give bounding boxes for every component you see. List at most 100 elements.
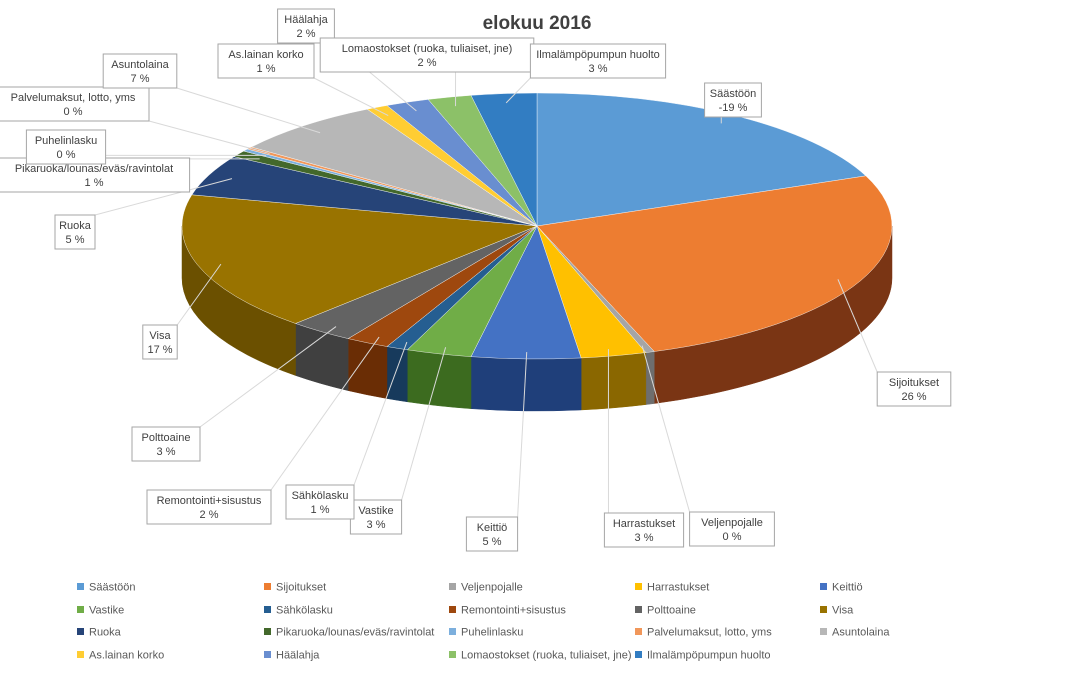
legend-label: Harrastukset [647, 582, 709, 594]
data-label-box-lomaostokset-ruoka-tuliaiset-jne [319, 37, 535, 73]
data-label-name: As.lainan korko [228, 49, 303, 61]
legend-swatch [77, 651, 84, 658]
legend-label: Remontointi+sisustus [461, 605, 566, 617]
chart-title: elokuu 2016 [483, 13, 592, 34]
data-label-name: Ilmalämpöpumpun huolto [536, 49, 660, 61]
data-label-name: Vastike [358, 505, 393, 517]
data-label-value: 1 % [85, 177, 104, 189]
label-leader-sahkolasku [353, 341, 408, 486]
legend-item-harrastukset: Harrastukset [635, 582, 709, 594]
legend-item-vastike: Vastike [77, 605, 124, 617]
legend-swatch [264, 583, 271, 590]
data-label-box-ilmalampopumpun-huolto [529, 43, 667, 79]
data-label-name: Säästöön [710, 88, 756, 100]
legend-label: As.lainan korko [89, 650, 164, 662]
data-label-value: 0 % [64, 106, 83, 118]
label-leader-polttoaine [199, 326, 337, 428]
slice-side-remontointi-sisustus [347, 338, 388, 399]
legend-swatch [820, 583, 827, 590]
data-label-value: 17 % [147, 344, 172, 356]
legend-item-sijoitukset: Sijoitukset [264, 582, 326, 594]
data-label-name: Veljenpojalle [701, 517, 763, 529]
data-label-name: Pikaruoka/lounas/eväs/ravintolat [15, 163, 173, 175]
data-label-value: 7 % [131, 73, 150, 85]
data-label-name: Harrastukset [613, 518, 675, 530]
legend-swatch [449, 606, 456, 613]
data-label-value: 3 % [157, 446, 176, 458]
legend-swatch [77, 628, 84, 635]
legend-label: Polttoaine [647, 605, 696, 617]
legend-label: Säästöön [89, 582, 135, 594]
legend-label: Ilmalämpöpumpun huolto [647, 650, 771, 662]
data-label-name: Visa [149, 330, 171, 342]
data-label-value: 0 % [57, 149, 76, 161]
data-label-name: Häälahja [284, 14, 328, 26]
data-label-value: 26 % [901, 391, 926, 403]
label-leader-veljenpojalle [641, 345, 691, 513]
label-leader-ilmalampopumpun-huolto [505, 77, 531, 104]
data-label-box-vastike [349, 499, 403, 535]
label-leader-asuntolaina [176, 87, 321, 134]
legend-item-saastoon: Säästöön [77, 582, 135, 594]
legend-swatch [635, 628, 642, 635]
legend: Säästöön Sijoitukset Veljenpojalle Harrastu… [77, 582, 890, 662]
legend-swatch [635, 583, 642, 590]
data-label-value: 2 % [200, 509, 219, 521]
legend-item-ruoka: Ruoka [77, 627, 122, 639]
pie-sides [181, 225, 893, 412]
legend-swatch [77, 583, 84, 590]
label-leader-as-lainan-korko [313, 77, 389, 117]
data-label-box-as-lainan-korko [217, 43, 315, 79]
legend-swatch [635, 651, 642, 658]
data-label-value: 1 % [257, 63, 276, 75]
legend-item-keittio: Keittiö [820, 582, 863, 594]
data-label-name: Puhelinlasku [35, 135, 97, 147]
data-label-value: 5 % [483, 536, 502, 548]
slice-asuntolaina [250, 108, 538, 227]
data-label-box-sahkolasku [285, 484, 355, 520]
legend-swatch [264, 651, 271, 658]
legend-item-polttoaine: Polttoaine [635, 605, 696, 617]
legend-label: Veljenpojalle [461, 582, 523, 594]
label-leader-keittio [517, 352, 528, 518]
legend-item-remontointi-sisustus: Remontointi+sisustus [449, 605, 566, 617]
data-label-box-polttoaine [131, 426, 201, 462]
legend-swatch [264, 606, 271, 613]
legend-item-ilmalampopumpun-huolto: Ilmalämpöpumpun huolto [635, 650, 771, 662]
data-label-box-puhelinlasku [25, 129, 107, 165]
data-label-box-sijoitukset [876, 371, 952, 407]
data-label-value: 3 % [589, 63, 608, 75]
label-leader-vastike [401, 347, 447, 501]
legend-label: Asuntolaina [832, 627, 890, 639]
legend-item-palvelumaksut-lotto-yms: Palvelumaksut, lotto, yms [635, 627, 772, 639]
data-label-name: Ruoka [59, 220, 92, 232]
legend-label: Lomaostokset (ruoka, tuliaiset, jne) [461, 650, 632, 662]
legend-label: Visa [832, 605, 854, 617]
data-label-box-harrastukset [603, 512, 685, 548]
legend-item-asuntolaina: Asuntolaina [820, 627, 890, 639]
legend-item-as-lainan-korko: As.lainan korko [77, 650, 164, 662]
data-label-box-asuntolaina [102, 53, 178, 89]
slice-side-harrastukset [580, 352, 647, 411]
data-label-value: 2 % [418, 57, 437, 69]
data-label-box-veljenpojalle [689, 511, 775, 547]
legend-item-visa: Visa [820, 605, 854, 617]
data-label-value: 3 % [367, 519, 386, 531]
data-label-value: 0 % [723, 531, 742, 543]
legend-label: Sijoitukset [276, 582, 326, 594]
data-label-value: 1 % [311, 504, 330, 516]
legend-label: Puhelinlasku [461, 627, 523, 639]
label-leader-remontointi-sisustus [270, 336, 380, 491]
data-label-name: Remontointi+sisustus [157, 495, 262, 507]
legend-item-puhelinlasku: Puhelinlasku [449, 627, 523, 639]
data-label-box-visa [142, 324, 178, 360]
data-label-name: Polttoaine [142, 432, 191, 444]
legend-item-pikaruoka-lounas-evas-ravintolat: Pikaruoka/lounas/eväs/ravintolat [264, 627, 434, 639]
legend-swatch [449, 651, 456, 658]
data-label-value: -19 % [719, 102, 748, 114]
legend-item-lomaostokset-ruoka-tuliaiset-jne: Lomaostokset (ruoka, tuliaiset, jne) [449, 650, 632, 662]
data-label-name: Palvelumaksut, lotto, yms [11, 92, 136, 104]
slice-visa [181, 194, 538, 324]
